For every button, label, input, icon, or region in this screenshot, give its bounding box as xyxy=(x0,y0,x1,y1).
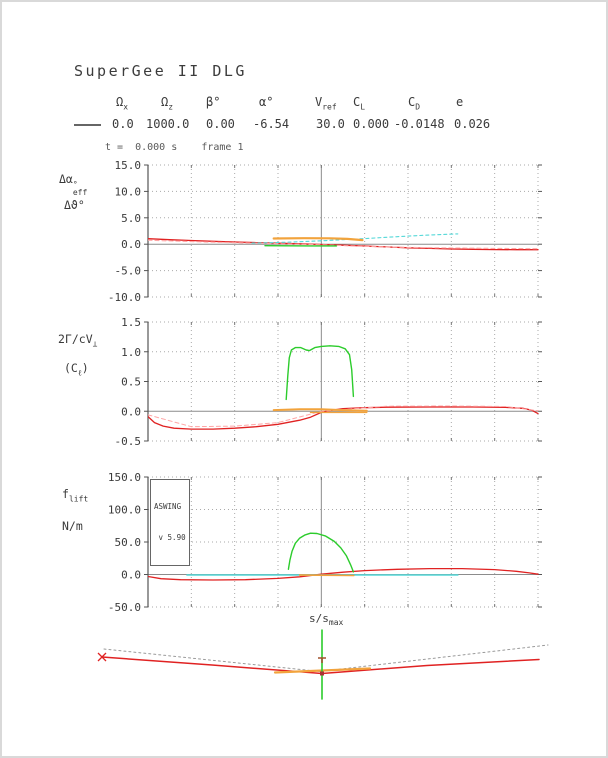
param-symbol-base: e xyxy=(456,95,464,109)
series-wing-delta-theta xyxy=(148,239,539,250)
aswing-version-line1: ASWING xyxy=(154,502,182,512)
plot3-series xyxy=(148,532,539,581)
xaxis-label-sub: max xyxy=(328,618,344,628)
front-wing-undeformed-left xyxy=(103,648,321,672)
param-symbol-5: CL xyxy=(353,95,365,111)
time-frame-label: t = 0.000 s frame 1 xyxy=(105,142,244,153)
plot1-group: 15.0 10.0 5.0 0.0 -5.0 -10.0 xyxy=(108,159,542,304)
plot3-ytick-label: 50.0 xyxy=(115,536,142,549)
param-symbol-1: Ωz xyxy=(161,95,173,111)
plot3-ylabel-sub: lift xyxy=(68,494,89,504)
plot2-ytick-label: 1.0 xyxy=(121,346,141,359)
param-symbol-base: α° xyxy=(259,95,274,109)
plot2-ytick-label: 0.5 xyxy=(121,376,141,389)
param-symbol-2: β° xyxy=(206,95,220,109)
series-wing-cl-dashed xyxy=(148,405,539,428)
plot1-ytick-label: 5.0 xyxy=(121,212,141,225)
series-wing-cl xyxy=(148,406,539,430)
series-fin-lift xyxy=(287,532,355,573)
plot2-cl-close: ) xyxy=(81,361,89,375)
plot1-ytick-label: -5.0 xyxy=(115,265,142,278)
param-symbol-7: e xyxy=(456,95,463,109)
plot1-ytick-label: 10.0 xyxy=(115,185,142,198)
plot2-cl-sub: ℓ xyxy=(77,368,82,378)
plot2-ytick-label: -0.5 xyxy=(115,435,142,448)
plot1-ytick-label: -10.0 xyxy=(108,291,141,304)
plot3-ylabel-base: f xyxy=(62,487,69,501)
plot2-cl-open: (C xyxy=(64,361,78,375)
plot3-ytick-label: 100.0 xyxy=(108,504,141,517)
run-case-header: Ωx 0.0 Ωz 1000.0 β° 0.00 α° -6.54 Vref 30.0 CL 0.00… xyxy=(2,2,606,142)
aswing-version-box: ASWING v 5.90 xyxy=(150,479,190,566)
param-value-3: -6.54 xyxy=(253,117,290,131)
param-symbol-subscript: z xyxy=(168,102,174,112)
plot2-ylabel-sub: ⊥ xyxy=(92,339,98,349)
param-symbol-base: Ω xyxy=(161,95,169,109)
series-wing-lift xyxy=(148,567,539,581)
param-symbol-subscript: x xyxy=(123,102,129,112)
param-symbol-subscript: L xyxy=(360,102,366,112)
plot3-ylabel-line1: flift xyxy=(62,487,88,503)
aswing-version-line2: v 5.90 xyxy=(154,532,186,542)
plot1-ytick-label: 0.0 xyxy=(121,238,141,251)
param-symbol-subscript: ref xyxy=(322,102,337,112)
plot1-ylabel-line1: Δα ° eff xyxy=(59,172,87,197)
param-symbol-base: β° xyxy=(206,95,221,109)
plot3-ytick-label: -50.0 xyxy=(108,601,141,614)
plot3-ytick-label: 150.0 xyxy=(108,471,141,484)
front-wing-undeformed-right xyxy=(323,644,549,672)
plot3-ytick-label: 0.0 xyxy=(121,569,141,582)
param-symbol-base: V xyxy=(315,95,323,109)
param-symbol-base: C xyxy=(353,95,361,109)
plot2-ytick-label: 0.0 xyxy=(121,405,141,418)
legend-line-swatch xyxy=(74,124,101,126)
center-node-marker-icon xyxy=(320,671,324,676)
param-symbol-base: Ω xyxy=(116,95,124,109)
param-value-7: 0.026 xyxy=(454,117,491,131)
plot2-series xyxy=(148,345,539,430)
plot1-ylabel-sub: eff xyxy=(72,188,88,197)
xaxis-label-base: s/s xyxy=(309,612,329,625)
param-value-0: 0.0 xyxy=(112,117,134,131)
plot3-group: 150.0 100.0 50.0 0.0 -50.0 xyxy=(108,471,542,614)
plot2-ylabel-line2: (Cℓ) xyxy=(64,361,89,377)
param-symbol-subscript: D xyxy=(415,102,421,112)
plot2-ylabel-line1: 2Γ/cV⊥ xyxy=(58,332,97,348)
front-view-group xyxy=(97,629,549,700)
plot1-series xyxy=(148,233,539,251)
plot1-ytick-label: 15.0 xyxy=(115,159,142,172)
series-fin-cl xyxy=(285,345,355,401)
param-symbol-4: Vref xyxy=(315,95,337,111)
xaxis-label: s/smax xyxy=(309,612,343,627)
param-value-5: 0.000 xyxy=(353,117,390,131)
param-value-2: 0.00 xyxy=(206,117,235,131)
plot1-ylabel-sup: ° xyxy=(72,180,78,189)
plot1-ylabel-base: Δα xyxy=(59,172,73,186)
series-hstab-orange xyxy=(272,237,364,242)
param-symbol-base: C xyxy=(408,95,416,109)
param-value-6: -0.0148 xyxy=(394,117,445,131)
param-symbol-3: α° xyxy=(259,95,273,109)
plot2-ylabel-base: 2Γ/cV xyxy=(58,332,93,346)
page-title: SuperGee II DLG xyxy=(74,62,247,80)
series-wing-delta-alpha xyxy=(148,238,539,251)
series-hstab-cl-upper xyxy=(272,408,368,412)
left-tip-x-marker-icon xyxy=(97,652,107,662)
param-symbol-6: CD xyxy=(408,95,420,111)
plot3-ylabel-line2: N/m xyxy=(62,519,83,533)
root-tee-marker-icon xyxy=(318,657,326,663)
param-value-1: 1000.0 xyxy=(146,117,190,131)
plot1-ylabel-line2: Δϑ° xyxy=(64,198,85,212)
param-symbol-0: Ωx xyxy=(116,95,128,111)
param-value-4: 30.0 xyxy=(316,117,345,131)
plot2-group: 1.5 1.0 0.5 0.0 -0.5 xyxy=(115,316,542,448)
plot2-ytick-label: 1.5 xyxy=(121,316,141,329)
